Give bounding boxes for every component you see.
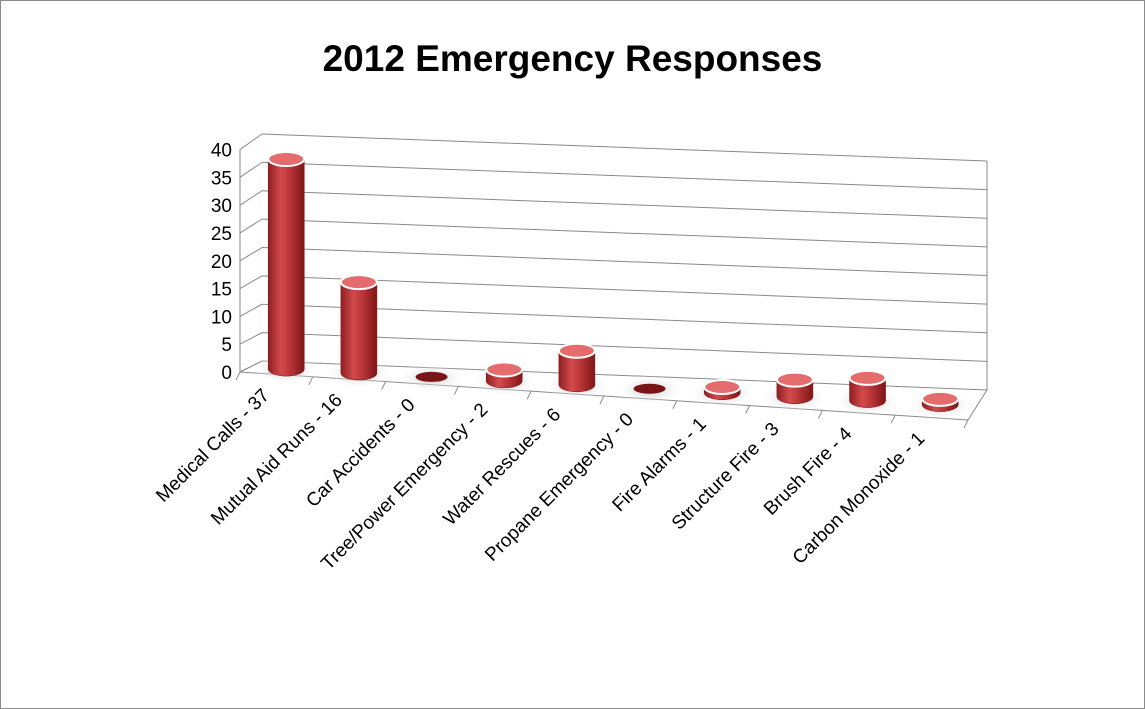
bar <box>470 361 539 397</box>
axis-line <box>967 389 988 421</box>
category-label: Tree/Power Emergency - 2 <box>317 399 492 574</box>
x-tick-mark <box>890 414 896 424</box>
bar <box>760 371 829 413</box>
bar <box>615 374 684 405</box>
gridline <box>261 218 988 248</box>
gridline <box>261 190 988 219</box>
bar <box>252 151 321 386</box>
bar-zero-disc <box>633 383 666 394</box>
side-gridline <box>239 275 263 290</box>
y-axis-tick-labels: 0 5 10 15 20 25 30 35 40 <box>211 141 232 384</box>
bar <box>688 378 757 409</box>
bar-top <box>485 361 524 378</box>
bar-top <box>848 369 887 386</box>
y-tick-label: 40 <box>211 141 232 162</box>
bar-top <box>557 342 596 359</box>
bar <box>542 342 611 401</box>
side-gridline <box>239 161 263 178</box>
y-tick-label: 5 <box>221 335 232 356</box>
bar-zero-disc <box>415 371 448 382</box>
bar <box>833 369 902 417</box>
bar-body <box>340 281 378 381</box>
x-tick-mark <box>526 390 532 400</box>
y-tick-label: 20 <box>211 252 232 273</box>
bar-body <box>558 350 596 393</box>
x-tick-mark <box>453 386 459 395</box>
y-tick-label: 25 <box>211 224 232 245</box>
bar-body <box>849 377 886 408</box>
chart-title: 2012 Emergency Responses <box>322 38 823 79</box>
bar <box>397 362 466 393</box>
gridline <box>261 133 988 162</box>
bar-top <box>921 390 960 407</box>
bar <box>906 390 975 421</box>
side-gridline <box>239 332 263 345</box>
category-label: Mutual Aid Runs - 16 <box>207 390 347 530</box>
bar-top <box>775 371 814 388</box>
gridlines <box>239 133 988 391</box>
x-tick-mark <box>235 371 241 381</box>
side-gridline <box>239 247 263 262</box>
gridline <box>261 247 988 276</box>
y-tick-label: 10 <box>211 307 232 328</box>
bar-top <box>339 274 378 291</box>
bar <box>324 274 393 389</box>
gridline <box>261 303 988 334</box>
gridline <box>261 161 988 191</box>
x-tick-mark <box>963 419 969 429</box>
bar-top <box>267 151 306 168</box>
bars <box>252 151 975 421</box>
x-tick-mark <box>672 400 678 410</box>
x-tick-mark <box>745 405 751 414</box>
gridline <box>261 275 988 305</box>
y-tick-label: 15 <box>211 280 232 301</box>
category-label: Propane Emergency - 0 <box>481 409 638 566</box>
x-tick-mark <box>817 410 823 419</box>
y-tick-label: 30 <box>211 196 232 217</box>
side-gridline <box>239 218 263 234</box>
bar-top <box>703 379 742 396</box>
side-gridline <box>239 303 263 317</box>
bar-body <box>267 158 305 377</box>
category-label: Carbon Monoxide - 1 <box>789 428 929 568</box>
side-gridline <box>239 133 263 150</box>
x-tick-mark <box>599 395 605 405</box>
y-tick-label: 0 <box>221 363 232 384</box>
gridline <box>261 332 988 362</box>
y-tick-label: 35 <box>211 168 232 189</box>
side-gridline <box>239 190 263 206</box>
